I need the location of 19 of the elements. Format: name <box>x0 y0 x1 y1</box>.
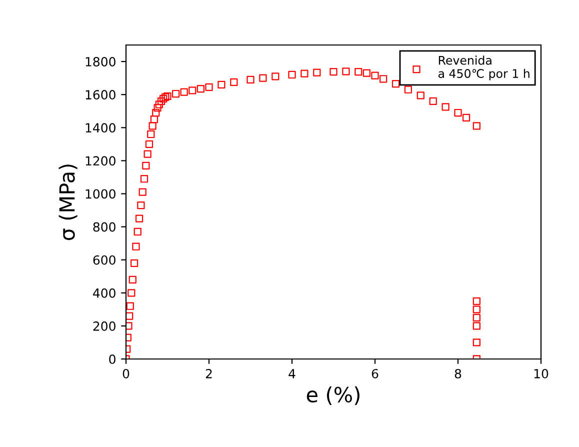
x-tick-label: 8 <box>454 368 462 378</box>
x-tick-label: 6 <box>372 368 378 378</box>
y-tick-label: 1800 <box>86 57 116 66</box>
y-tick-label: 1600 <box>86 90 116 100</box>
y-tick-label: 1400 <box>86 123 116 133</box>
y-tick-label: 800 <box>93 222 116 232</box>
y-tick-label: 1200 <box>86 156 116 166</box>
y-tick-label: 400 <box>93 288 116 298</box>
y-axis-title: σ (MPa) <box>58 164 78 240</box>
x-tick-label: 0 <box>122 368 130 378</box>
x-tick-label: 10 <box>534 368 548 378</box>
y-tick-label: 1000 <box>86 189 116 199</box>
x-tick-label: 4 <box>288 369 296 378</box>
legend-label: Revenida a 450℃ por 1 h <box>438 56 530 80</box>
y-tick-label: 200 <box>93 321 116 331</box>
x-tick-label: 2 <box>206 368 212 378</box>
y-tick-label: 600 <box>93 255 116 265</box>
x-axis-title: e (%) <box>306 386 360 405</box>
y-tick-label: 0 <box>109 354 116 364</box>
